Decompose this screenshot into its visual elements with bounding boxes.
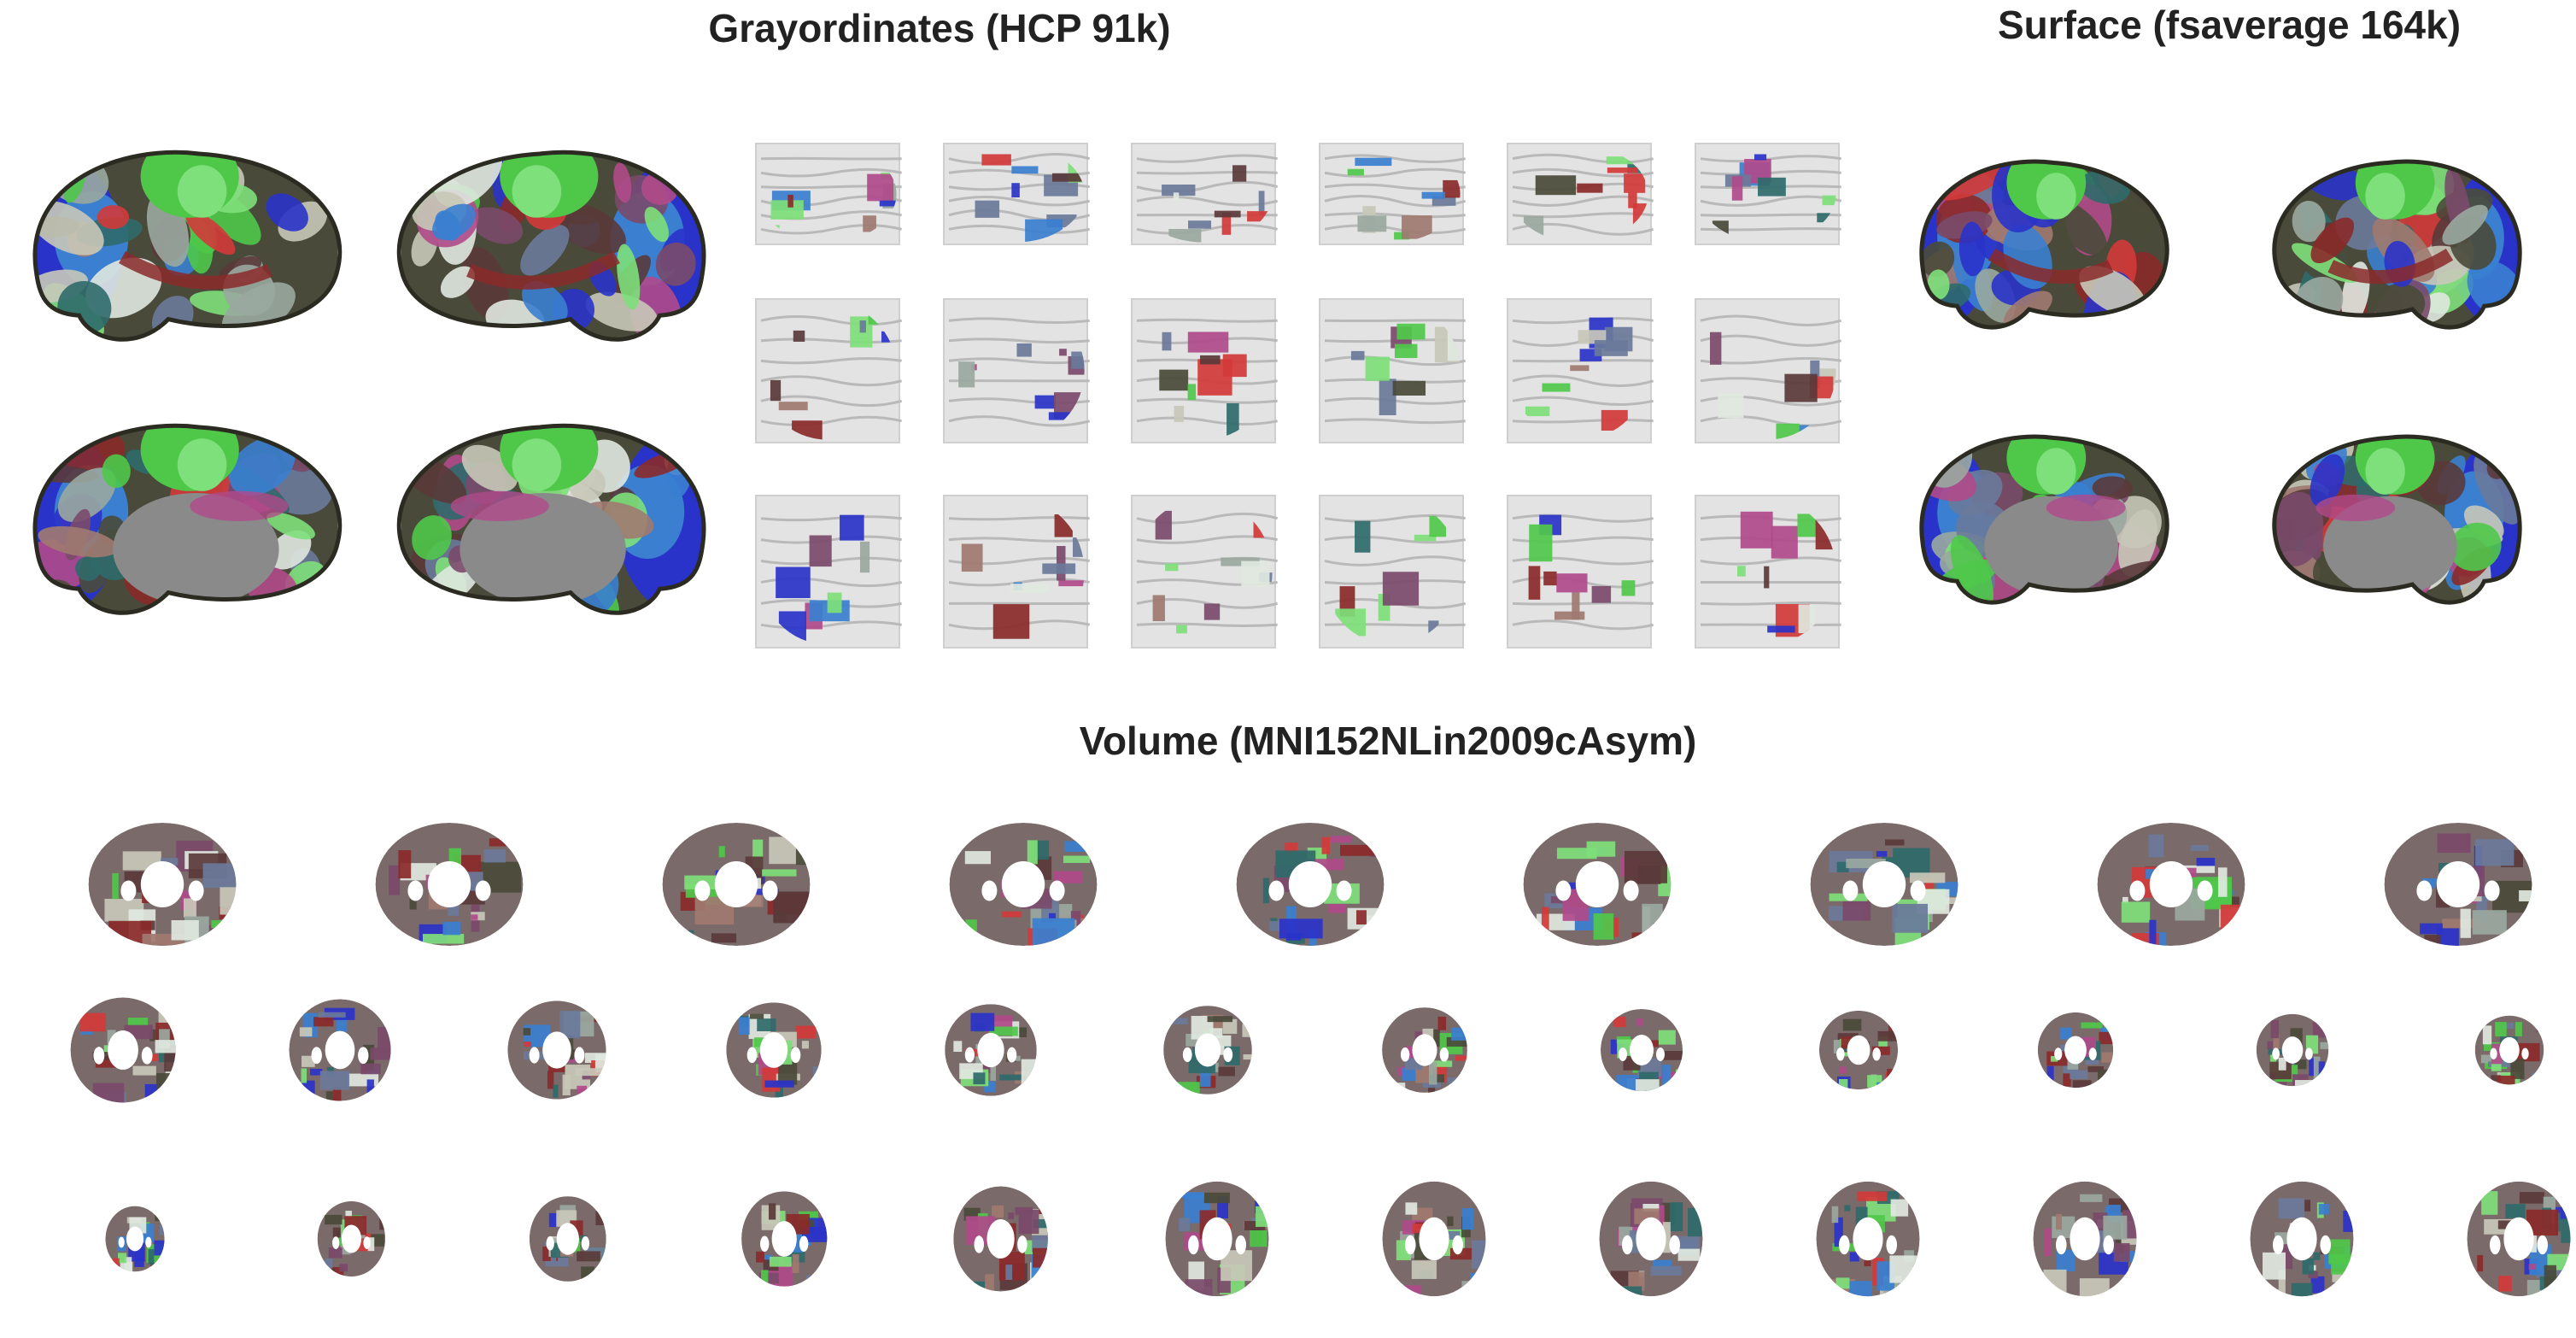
subcortical-slice-icon — [1131, 495, 1279, 648]
volume-sagittal-slice-icon — [1236, 823, 1385, 946]
volume-panel — [0, 803, 2576, 1333]
volume-axial-slice-icon — [741, 1191, 828, 1287]
subcortical-slice-icon — [1319, 495, 1467, 648]
volume-coronal-slice-icon — [289, 999, 391, 1101]
cortical-surface-medial-icon — [396, 423, 706, 615]
volume-sagittal-slice-icon — [949, 823, 1098, 946]
volume-axial-slice-icon — [105, 1206, 165, 1272]
subcortical-slice-icon — [1695, 298, 1842, 443]
volume-coronal-slice-icon — [1163, 1006, 1252, 1094]
subcortical-slice-icon — [1507, 298, 1654, 443]
volume-coronal-slice-icon — [70, 997, 176, 1103]
grayordinates-title: Grayordinates (HCP 91k) — [708, 6, 1171, 50]
volume-coronal-slice-icon — [2256, 1013, 2329, 1087]
volume-sagittal-slice-icon — [1523, 823, 1671, 946]
cortical-surface-lateral-icon — [32, 150, 342, 342]
volume-coronal-slice-icon — [1601, 1009, 1683, 1091]
cortical-surface-medial-icon — [1919, 434, 2169, 605]
volume-coronal-slice-icon — [2474, 1015, 2544, 1085]
volume-coronal-slice-icon — [507, 1001, 606, 1100]
volume-sagittal-slice-icon — [662, 823, 811, 946]
volume-coronal-slice-icon — [2037, 1012, 2114, 1089]
volume-axial-slice-icon — [2250, 1181, 2354, 1297]
subcortical-slice-icon — [1319, 298, 1466, 443]
subcortical-slice-icon — [943, 143, 1091, 245]
subcortical-slice-icon — [1131, 298, 1278, 443]
grayordinates-surfaces-panel — [0, 128, 752, 658]
volume-axial-slice-icon — [1382, 1181, 1486, 1297]
subcortical-slice-icon — [1695, 143, 1842, 245]
volume-coronal-slice-icon — [726, 1002, 822, 1098]
volume-axial-slice-icon — [2033, 1181, 2137, 1297]
volume-title: Volume (MNI152NLin2009cAsym) — [1079, 719, 1697, 763]
subcortical-slice-icon — [943, 298, 1091, 443]
subcortical-slice-icon — [755, 298, 903, 443]
volume-axial-slice-icon — [1599, 1181, 1703, 1297]
volume-axial-slice-icon — [317, 1200, 386, 1277]
subcortical-slice-icon — [943, 495, 1090, 648]
grayordinates-subcortical-panel — [743, 128, 1862, 666]
volume-sagittal-slice-icon — [2097, 823, 2245, 946]
volume-axial-slice-icon — [1165, 1181, 1269, 1297]
volume-sagittal-slice-icon — [375, 823, 524, 946]
volume-sagittal-slice-icon — [1810, 823, 1958, 946]
volume-coronal-slice-icon — [1382, 1007, 1467, 1093]
subcortical-slice-icon — [1695, 495, 1841, 648]
surface-panel — [1905, 128, 2571, 624]
subcortical-slice-icon — [1131, 143, 1279, 245]
cortical-surface-lateral-icon — [396, 150, 706, 342]
subcortical-slice-icon — [1319, 143, 1467, 245]
volume-axial-slice-icon — [529, 1196, 606, 1282]
cortical-surface-medial-icon — [2272, 434, 2522, 605]
volume-axial-slice-icon — [1816, 1181, 1920, 1297]
volume-sagittal-slice-icon — [2384, 823, 2532, 946]
subcortical-slice-icon — [755, 495, 902, 648]
cortical-surface-lateral-icon — [2272, 159, 2522, 330]
volume-axial-slice-icon — [2467, 1181, 2571, 1297]
cortical-surface-lateral-icon — [1919, 159, 2169, 330]
subcortical-slice-icon — [755, 143, 903, 245]
volume-coronal-slice-icon — [945, 1004, 1037, 1096]
volume-axial-slice-icon — [953, 1186, 1048, 1292]
surface-title: Surface (fsaverage 164k) — [1997, 3, 2462, 47]
subcortical-slice-icon — [1507, 143, 1654, 245]
subcortical-slice-icon — [1507, 495, 1654, 648]
cortical-surface-medial-icon — [32, 423, 342, 615]
volume-sagittal-slice-icon — [88, 823, 237, 946]
volume-coronal-slice-icon — [1818, 1010, 1899, 1090]
